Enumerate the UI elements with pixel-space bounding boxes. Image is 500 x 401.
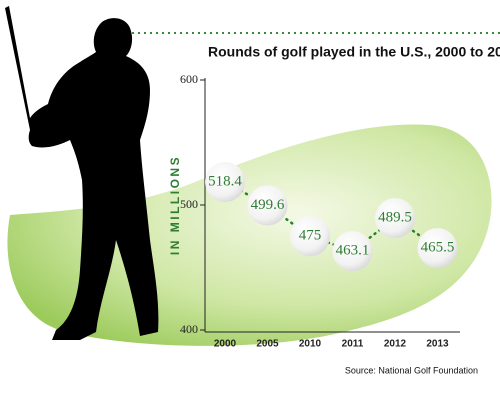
data-label: 463.1	[336, 243, 370, 259]
x-tick-label: 2005	[256, 339, 279, 350]
golf-ball	[417, 228, 458, 269]
data-label: 518.4	[208, 173, 242, 189]
golf-ball	[205, 162, 245, 202]
x-tick-label: 2010	[299, 339, 322, 350]
green-background	[7, 124, 492, 346]
y-tick-label: 600	[180, 72, 198, 86]
x-tick-label: 2011	[342, 339, 364, 350]
data-label: 489.5	[378, 210, 412, 226]
golf-ball	[290, 216, 330, 257]
y-tick-label: 500	[180, 197, 198, 211]
x-tick-label: 2013	[426, 339, 449, 350]
source-note: Source: National Golf Foundation	[345, 365, 478, 375]
golfer-silhouette	[5, 6, 159, 340]
x-tick-label: 2000	[214, 339, 237, 350]
data-label: 499.6	[251, 197, 285, 213]
golf-ball	[375, 198, 415, 239]
data-label: 465.5	[421, 240, 455, 256]
data-label: 475	[299, 228, 322, 244]
golf-ball	[247, 185, 288, 226]
y-axis-label: IN MILLIONS	[168, 155, 182, 255]
x-tick-label: 2012	[384, 339, 407, 350]
y-tick-label: 400	[180, 322, 198, 336]
golf-ball	[332, 231, 373, 272]
chart-title: Rounds of golf played in the U.S., 2000 …	[208, 44, 500, 60]
